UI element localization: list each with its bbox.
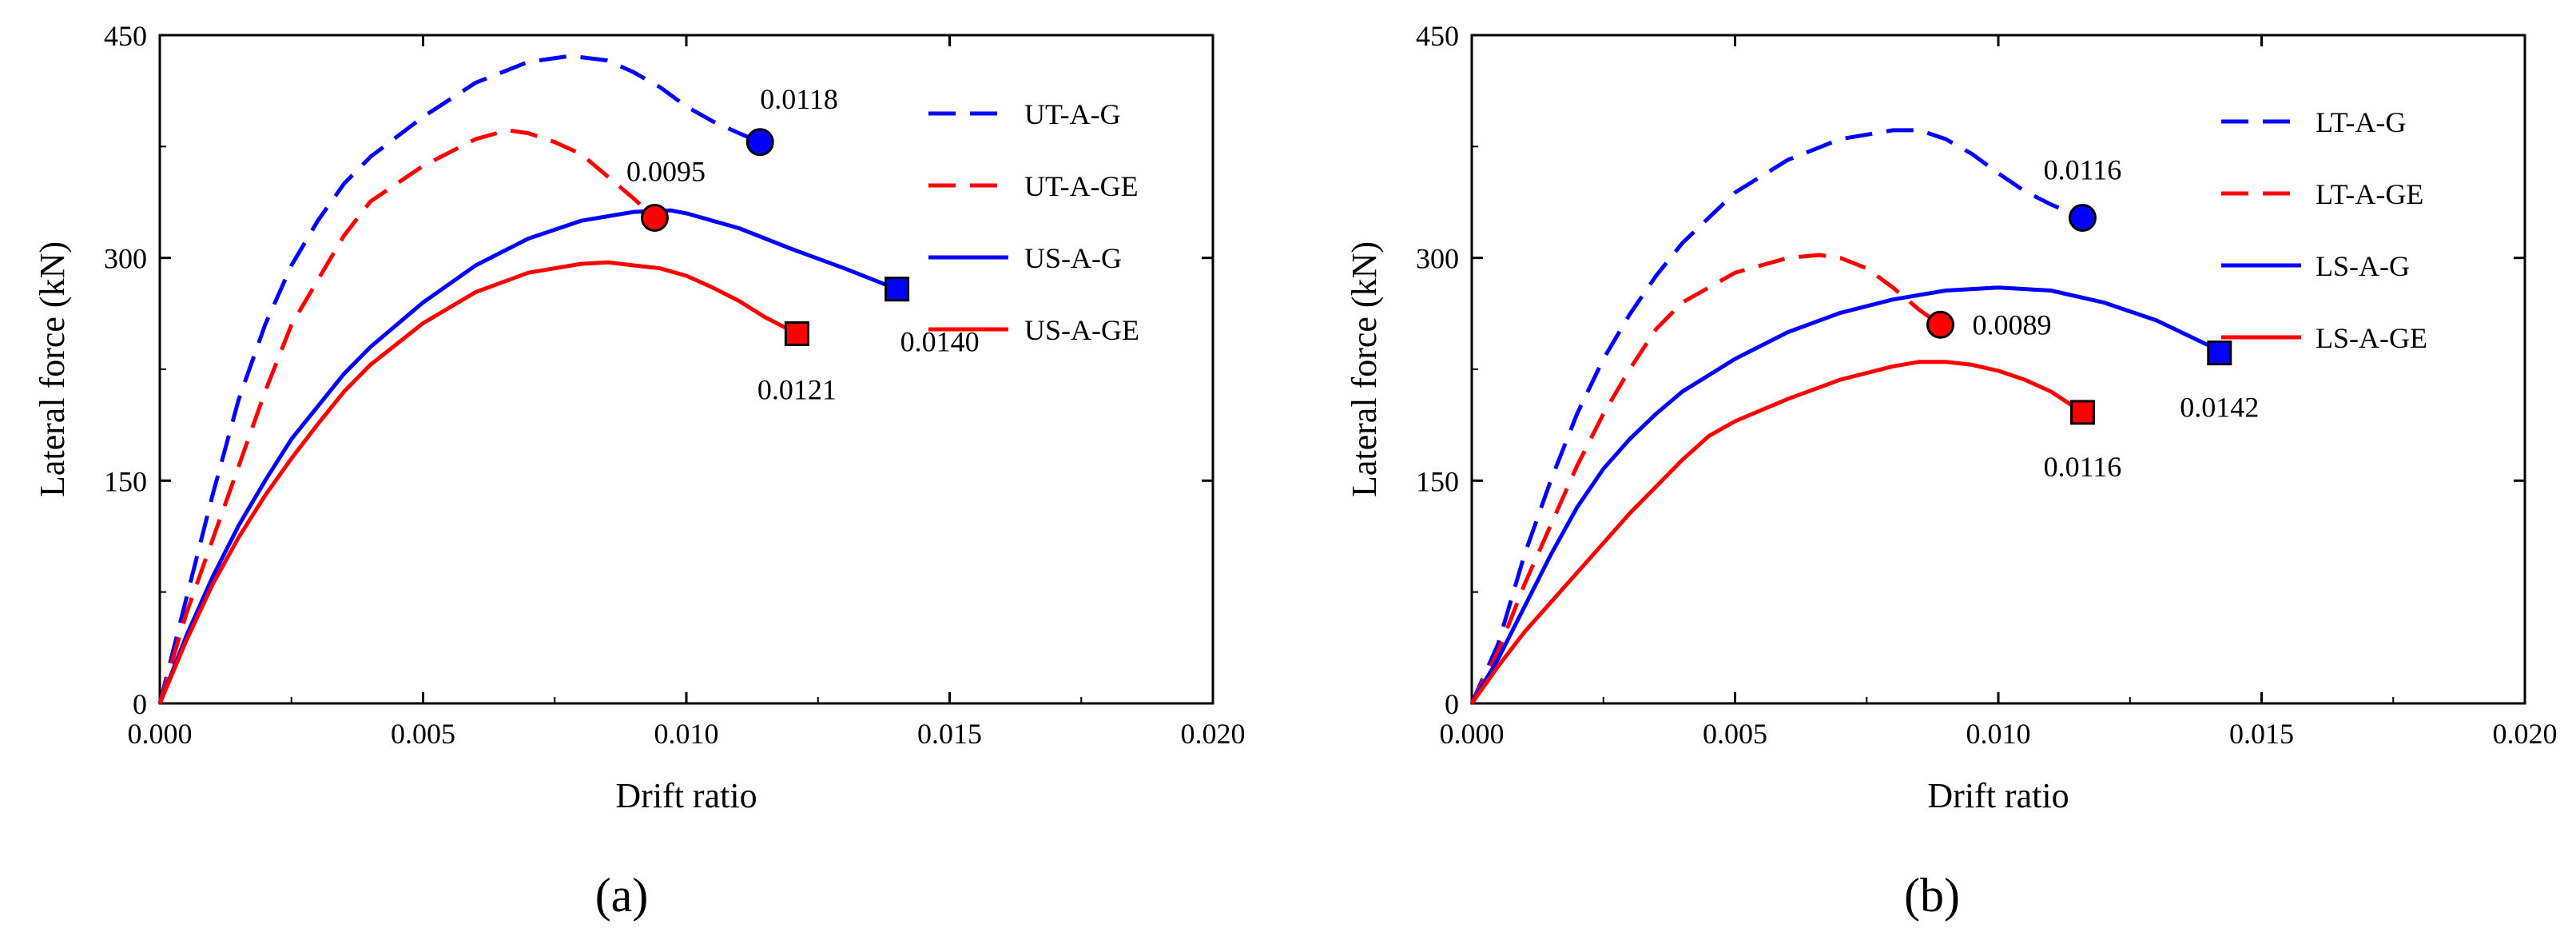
series-line-lt-a-ge [1469,253,1942,705]
marker-circle-ut-a-ge [640,204,669,233]
y-tick-label: 300 [1416,243,1459,275]
legend-label: UT-A-GE [1024,170,1139,202]
x-tick-label: 0.020 [2493,718,2558,750]
x-axis-title: Drift ratio [615,776,757,815]
point-label: 0.0089 [1973,309,2052,341]
legend-label: LS-A-G [2316,250,2410,282]
x-tick-label: 0.005 [391,718,455,750]
chart-panel-b: 0.000 0.005 0.010 0.015 0.020 0 150 300 450 Drift… [1345,20,2558,922]
x-tick-label: 0.015 [2229,718,2294,750]
point-label: 0.0121 [757,373,837,405]
point-label: 0.0116 [2044,451,2122,483]
y-axis-title: Lateral force (kN) [1345,241,1384,497]
y-tick-label: 150 [104,465,147,497]
marker-square-us-a-ge [784,321,809,346]
series-line-lt-a-g [1469,128,2084,705]
legend-label: US-A-GE [1024,314,1139,346]
series-line-us-a-ge [157,260,798,704]
x-tick-label: 0.000 [128,718,193,750]
x-axis-title: Drift ratio [1927,776,2069,815]
marker-circle-ut-a-g [745,128,774,157]
panel-label: (a) [595,869,649,922]
point-label: 0.0118 [760,83,838,115]
y-tick-label: 450 [104,20,147,52]
y-tick-label: 300 [104,243,147,275]
series-line-ut-a-g [157,54,761,704]
series-line-ls-a-g [1469,285,2221,705]
panel-label: (b) [1904,869,1960,922]
legend: LT-A-G LT-A-GE LS-A-G LS-A-GE [2221,106,2427,354]
point-label: 0.0142 [2180,392,2259,424]
legend-label: US-A-G [1024,242,1122,274]
marker-circle-lt-a-g [2068,204,2097,233]
x-tick-label: 0.010 [654,718,719,750]
marker-square-ls-a-ge [2069,400,2095,425]
y-tick-label: 0 [1445,688,1459,720]
marker-square-us-a-g [885,277,910,302]
legend-label: LT-A-GE [2316,178,2423,210]
point-label: 0.0095 [626,156,706,188]
marker-circle-lt-a-ge [1926,310,1955,339]
y-tick-label: 450 [1416,20,1459,52]
legend-label: LS-A-GE [2316,322,2427,354]
x-tick-label: 0.005 [1703,718,1767,750]
plot-frame [158,34,1214,705]
y-tick-label: 0 [133,688,147,720]
marker-square-ls-a-g [2207,341,2232,366]
point-label: 0.0116 [2044,154,2122,186]
legend: UT-A-G UT-A-GE US-A-G US-A-GE [928,98,1139,346]
y-tick-label: 150 [1416,465,1459,497]
series-line-ls-a-ge [1469,360,2084,705]
legend-label: UT-A-G [1024,98,1121,130]
x-tick-label: 0.015 [917,718,982,750]
chart-panel-a: 0.000 0.005 0.010 0.015 0.020 0 150 300 450 Drift… [33,20,1246,922]
x-tick-label: 0.020 [1181,718,1246,750]
y-axis-title: Lateral force (kN) [33,241,72,497]
legend-label: LT-A-G [2316,106,2406,138]
series-line-us-a-g [157,208,898,704]
x-tick-label: 0.000 [1440,718,1505,750]
x-tick-label: 0.010 [1966,718,2031,750]
